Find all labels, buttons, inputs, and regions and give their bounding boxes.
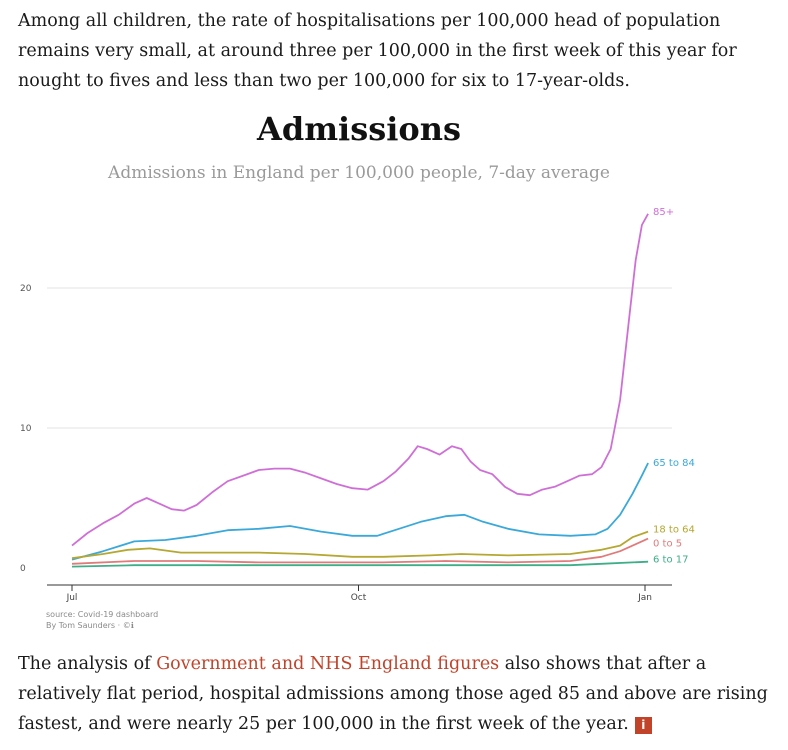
license-icons[interactable]: · ©ℹ [117,621,134,630]
series-line-65-to-84 [71,462,649,561]
y-tick-label-0: 0 [20,564,26,574]
x-tick-label-oct: Oct [351,593,367,603]
series-label-65-to-84: 65 to 84 [653,458,695,469]
source-figures-link[interactable]: Government and NHS England figures [156,654,500,674]
chart-author-name: By Tom Saunders [46,621,116,630]
intro-paragraph: Among all children, the rate of hospital… [18,11,737,91]
analysis-text-before: The analysis of [18,654,157,674]
chart-source: source: Covid-19 dashboard [46,610,159,619]
analysis-text-after: also shows that after a relatively flat … [18,654,768,734]
info-icon[interactable]: i [634,717,652,734]
chart-title: Admissions [256,110,462,148]
series-label-0-to-5: 0 to 5 [653,539,682,550]
admissions-line-chart: 0 10 20 Jul Oct Jan 85+ 65 to 84 18 to 64 0 to 5 6… [20,207,695,603]
series-line-6-to-17 [71,560,649,568]
series-line-0-to-5 [71,537,649,565]
chart-author: By Tom Saunders · ©ℹ [46,621,134,630]
x-tick-label-jul: Jul [66,593,78,603]
chart-subtitle: Admissions in England per 100,000 people… [108,163,610,183]
series-label-6-to-17: 6 to 17 [653,555,688,566]
series-label-18-to-64: 18 to 64 [653,525,695,536]
y-tick-label-20: 20 [20,284,32,294]
series-line-85plus [71,213,649,547]
x-tick-label-jan: Jan [637,593,652,603]
series-label-85plus: 85+ [653,207,674,218]
series-line-18-to-64 [71,530,649,560]
analysis-paragraph: The analysis of Government and NHS Engla… [18,649,770,739]
y-tick-label-10: 10 [20,424,32,434]
